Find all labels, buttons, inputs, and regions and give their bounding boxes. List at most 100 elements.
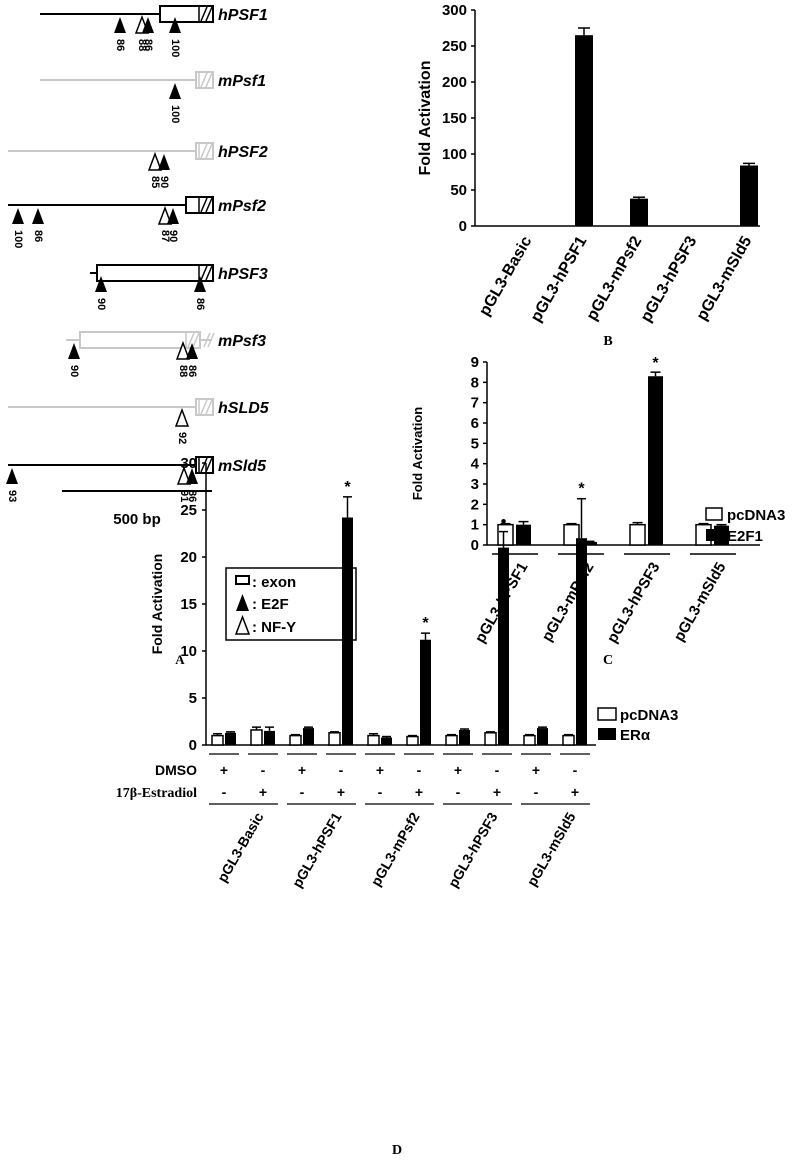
y-tick-label: 250 [442,38,467,55]
bar-pcdna3 [211,734,224,746]
x-tick-label: pGL3-Basic [476,233,535,319]
x-tick-label: pGL3-mSld5 [524,809,579,889]
estradiol-mark: - [300,784,305,800]
gene-hsld5: hSLD5 92 [8,398,270,444]
legend-swatch-e2f1 [706,529,722,541]
legend-swatch-er-alpha [598,728,616,740]
site-score-label: 91 [178,490,190,502]
bar-e2f1 [516,524,531,545]
panel-c-letter: C [603,653,613,668]
nfy-legend-icon [234,614,251,635]
coding-hatch [187,332,195,348]
legend-label-pcdna3: pcDNA3 [620,707,678,724]
dmso-row-label: DMSO [155,762,197,778]
panel-a-legend: : exon : E2F : NF-Y [225,567,357,641]
y-tick-label: 4 [471,456,480,473]
e2f-site-icon [186,468,198,484]
exon-legend-icon [235,575,250,585]
site-score-label: 100 [169,39,181,57]
y-tick-label: 200 [442,74,467,91]
x-tick-label: pGL3-hPSF3 [638,233,701,325]
gene-name-label: mPsf1 [218,73,266,90]
bar-pcdna3 [629,523,646,546]
legend-label-e2f1: E2F1 [727,528,763,545]
y-tick-label: 300 [442,2,467,19]
y-tick-label: 50 [450,182,467,199]
estradiol-mark: + [259,784,267,800]
y-tick-label: 8 [471,374,479,391]
dmso-mark: - [573,762,578,778]
y-axis-title: Fold Activation [410,407,425,500]
gene-name-label: hSLD5 [218,400,270,417]
site-score-label: 90 [95,298,107,310]
bar-pcdna3 [328,732,341,746]
bar-pcdna3 [523,734,536,746]
site-score-label: 85 [149,176,161,188]
legend-swatch-pcdna3 [597,707,617,721]
coding-hatch [200,399,208,415]
coding-hatch [205,197,213,213]
bar-er-alpha [576,538,587,745]
bar-pcdna3 [406,735,419,746]
coding-hatch [200,197,208,213]
estradiol-mark: - [222,784,227,800]
bar-pcdna3 [445,734,458,746]
y-tick-label: 10 [180,643,197,660]
coding-hatch [205,265,213,281]
legend-exon-label: : exon [252,574,296,591]
coding-hatch [205,399,213,415]
y-tick-label: 5 [189,690,197,707]
dmso-mark: + [454,762,462,778]
y-tick-label: 20 [180,549,197,566]
gene-mpsf1: mPsf1 100 [40,71,266,123]
estradiol-mark: + [493,784,501,800]
y-tick-label: 6 [471,415,479,432]
y-tick-label: 7 [471,395,479,412]
legend-box [225,567,357,641]
estradiol-mark: - [378,784,383,800]
y-tick-label: 100 [442,146,467,163]
y-tick-label: 25 [180,502,197,519]
nfy-site-icon [176,465,192,485]
legend-label-pcdna3: pcDNA3 [727,507,785,524]
gene-name-label: hPSF3 [218,266,268,283]
e2f-site-icon [68,343,80,359]
e2f-site-icon [186,343,198,359]
x-tick-label: pGL3-mSld5 [694,233,756,323]
nfy-site-icon [147,151,163,171]
nfy-site-icon [157,205,173,225]
significance-marker: * [422,615,429,632]
e2f-site-icon [114,17,126,33]
bar-er-alpha [264,730,275,745]
x-tick-label: pGL3-hPSF3 [604,560,664,646]
e2f-site-icon [95,276,107,292]
bar-er-alpha [498,547,509,745]
x-tick-label: pGL3-mPsf2 [539,560,598,645]
e2f-site-icon [194,276,206,292]
y-tick-label: 3 [471,476,479,493]
estradiol-mark: + [337,784,345,800]
site-score-label: 93 [6,490,18,502]
panel-d-letter: D [392,1143,402,1158]
bar-e2f1 [582,541,597,545]
nfy-site-icon [175,340,191,360]
y-tick-label: 1 [471,517,479,534]
bar-pcdna3 [562,734,575,746]
coding-hatch [200,143,208,159]
coding-hatch [205,457,213,473]
bar [740,165,758,226]
coding-hatch [200,265,208,281]
coding-hatch [200,6,208,22]
bar-pcdna3 [250,729,263,746]
gene-name-label: mSld5 [218,458,267,475]
legend-e2f-label: : E2F [252,596,289,613]
e2f-site-icon [12,208,24,224]
e2f-site-icon [169,83,181,99]
dmso-mark: + [376,762,384,778]
site-score-label: 90 [68,365,80,377]
gene-name-label: mPsf3 [218,333,266,350]
